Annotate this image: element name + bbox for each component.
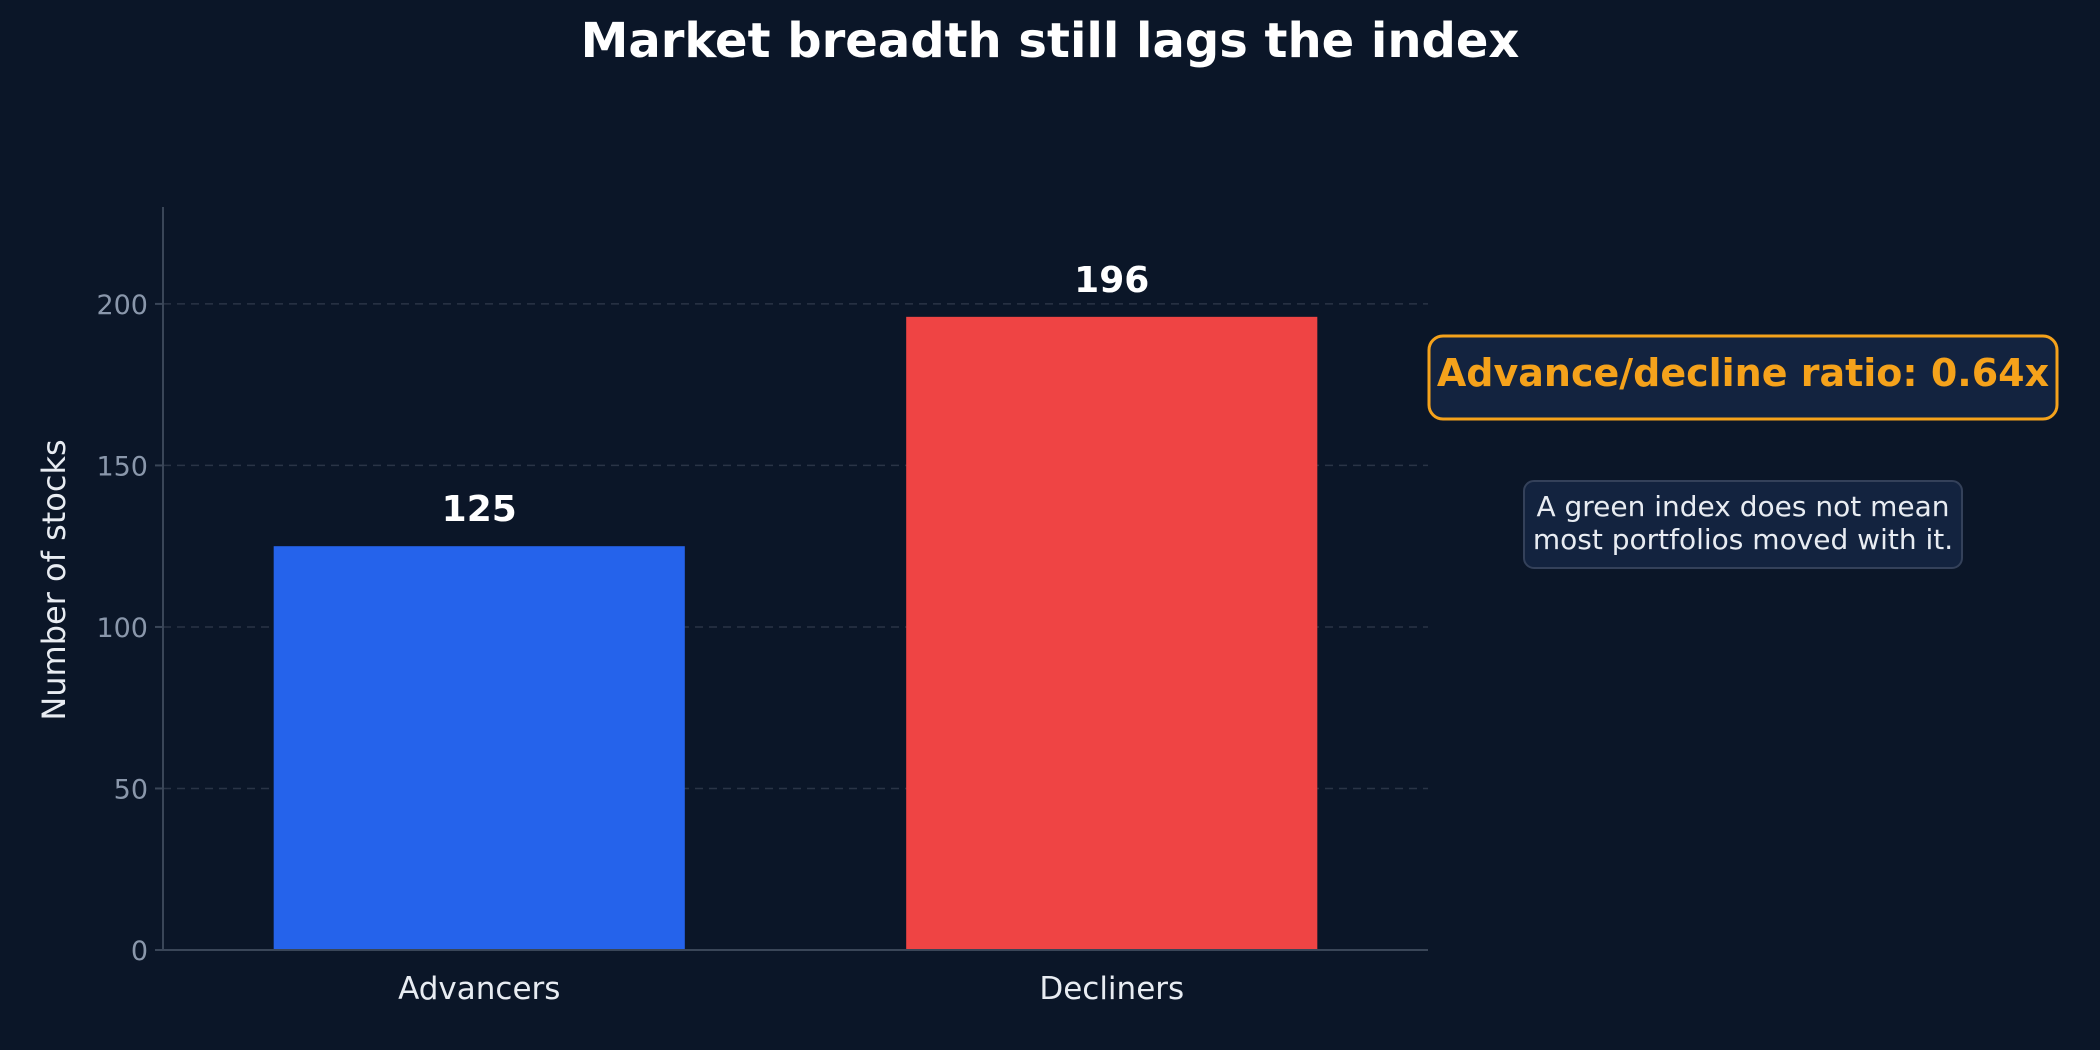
bar-decliners <box>906 316 1318 950</box>
y-tick-label: 150 <box>96 451 148 482</box>
ratio-annotation: Advance/decline ratio: 0.64x <box>1427 334 2059 421</box>
note-line-1: A green index does not mean <box>1536 490 1949 523</box>
bar-advancers <box>273 546 685 950</box>
note-annotation: A green index does not mean most portfol… <box>1523 480 1963 569</box>
note-box <box>1523 480 1963 569</box>
x-axis-ticks: Advancers Decliners <box>398 971 1184 1007</box>
bars: 125 196 <box>273 260 1318 950</box>
y-tick-label: 50 <box>114 774 148 805</box>
value-label-advancers: 125 <box>442 489 517 530</box>
x-tick-label-decliners: Decliners <box>1039 971 1184 1007</box>
y-tick-label: 200 <box>96 290 148 321</box>
ratio-box <box>1427 334 2059 421</box>
x-tick-label-advancers: Advancers <box>398 971 560 1007</box>
note-line-2: most portfolios moved with it. <box>1533 523 1953 556</box>
y-axis-ticks: 0 50 100 150 200 <box>96 290 163 967</box>
value-label-decliners: 196 <box>1074 260 1149 301</box>
ratio-text: Advance/decline ratio: 0.64x <box>1437 351 2049 395</box>
y-axis-label: Number of stocks <box>35 439 73 720</box>
chart-title: Market breadth still lags the index <box>581 13 1520 69</box>
y-tick-label: 100 <box>96 613 148 644</box>
y-tick-label: 0 <box>131 936 148 967</box>
